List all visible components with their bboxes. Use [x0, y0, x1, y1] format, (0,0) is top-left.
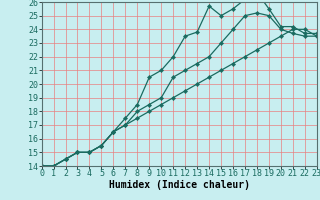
- X-axis label: Humidex (Indice chaleur): Humidex (Indice chaleur): [109, 180, 250, 190]
